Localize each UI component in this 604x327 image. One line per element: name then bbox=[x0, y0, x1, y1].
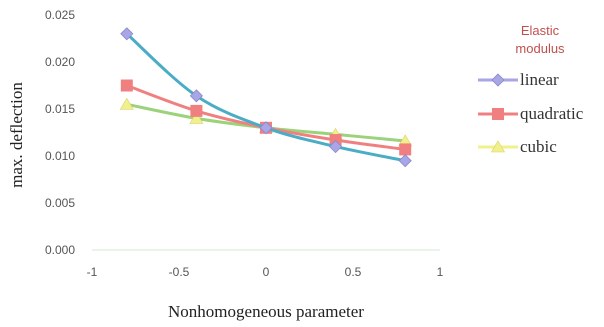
legend-marker-linear bbox=[491, 73, 505, 87]
y-tick-label: 0.015 bbox=[45, 102, 75, 116]
series-line-quadratic bbox=[125, 84, 407, 151]
x-axis-title: Nonhomogeneous parameter bbox=[168, 302, 364, 321]
plot-area bbox=[119, 27, 413, 168]
x-tick-label: 1 bbox=[437, 265, 444, 279]
data-point-linear bbox=[329, 140, 343, 154]
data-point-quadratic bbox=[329, 134, 342, 147]
x-tick-label: 0 bbox=[263, 265, 270, 279]
data-point-linear bbox=[398, 154, 412, 168]
y-axis-title: max. deflection bbox=[7, 82, 26, 188]
data-point-linear bbox=[189, 89, 203, 103]
legend-marker-quadratic bbox=[492, 108, 504, 120]
y-tick-label: 0.020 bbox=[45, 55, 75, 69]
y-tick-label: 0.025 bbox=[45, 8, 75, 22]
y-tick-label: 0.005 bbox=[45, 196, 75, 210]
legend: Elastic modulus linear quadratic cubic bbox=[478, 23, 584, 156]
x-tick-label: -0.5 bbox=[169, 265, 190, 279]
legend-label-quadratic: quadratic bbox=[520, 104, 584, 123]
data-point-quadratic bbox=[120, 79, 133, 92]
legend-title-line-2: modulus bbox=[515, 41, 565, 56]
data-point-cubic bbox=[189, 111, 204, 124]
x-tick-label: 0.5 bbox=[345, 265, 362, 279]
data-point-linear bbox=[259, 121, 273, 135]
series-line-linear bbox=[125, 32, 407, 163]
legend-label-cubic: cubic bbox=[520, 137, 557, 156]
legend-marker-cubic bbox=[490, 140, 506, 153]
legend-label-linear: linear bbox=[520, 70, 559, 89]
y-tick-labels: 0.000 0.005 0.010 0.015 0.020 0.025 bbox=[45, 8, 75, 257]
data-point-cubic bbox=[119, 97, 134, 110]
x-tick-labels: -1 -0.5 0 0.5 1 bbox=[87, 265, 444, 279]
y-tick-label: 0.000 bbox=[45, 243, 75, 257]
x-tick-label: -1 bbox=[87, 265, 98, 279]
y-tick-label: 0.010 bbox=[45, 149, 75, 163]
data-point-quadratic bbox=[190, 104, 203, 117]
data-point-quadratic bbox=[399, 143, 412, 156]
legend-title-line-1: Elastic bbox=[521, 23, 560, 38]
data-point-linear bbox=[120, 27, 134, 41]
